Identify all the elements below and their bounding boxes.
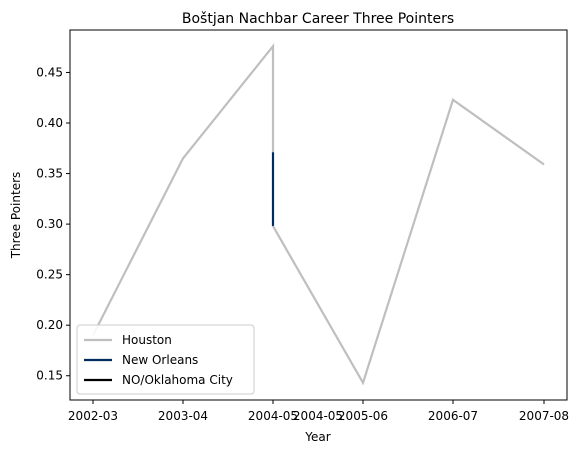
series-line-houston-0: [92, 43, 275, 336]
legend-label: Houston: [122, 333, 172, 347]
legend-label: New Orleans: [122, 353, 198, 367]
legend-box: [76, 324, 255, 395]
y-tick-label: 0.30: [36, 217, 63, 231]
x-tick-label: 2003-04: [158, 409, 208, 423]
x-tick-label: 2007-08: [519, 409, 569, 423]
x-tick-label: 2006-07: [428, 409, 478, 423]
y-tick-label: 0.35: [36, 167, 63, 181]
series-layer: [92, 43, 545, 386]
x-tick-label: 2002-03: [68, 409, 118, 423]
legend: Houston New Orleans NO/Oklahoma City: [76, 324, 255, 395]
x-axis-label: Year: [304, 430, 330, 444]
chart-title: Boštjan Nachbar Career Three Pointers: [182, 11, 454, 27]
y-tick-label: 0.45: [36, 65, 63, 79]
y-axis: 0.15 0.20 0.25 0.30 0.35 0.40 0.45: [36, 65, 70, 383]
x-tick-label: 2004-05: [248, 409, 298, 423]
y-tick-label: 0.15: [36, 369, 63, 383]
y-tick-label: 0.25: [36, 268, 63, 282]
x-tick-label: 2005-06: [338, 409, 388, 423]
plot-area: [69, 29, 568, 401]
y-axis-label: Three Pointers: [9, 172, 23, 260]
legend-label: NO/Oklahoma City: [122, 373, 233, 387]
y-tick-label: 0.40: [36, 116, 63, 130]
x-tick-label: 2004-05: [293, 409, 343, 423]
series-line-houston-2: [272, 98, 545, 386]
y-tick-label: 0.20: [36, 318, 63, 332]
